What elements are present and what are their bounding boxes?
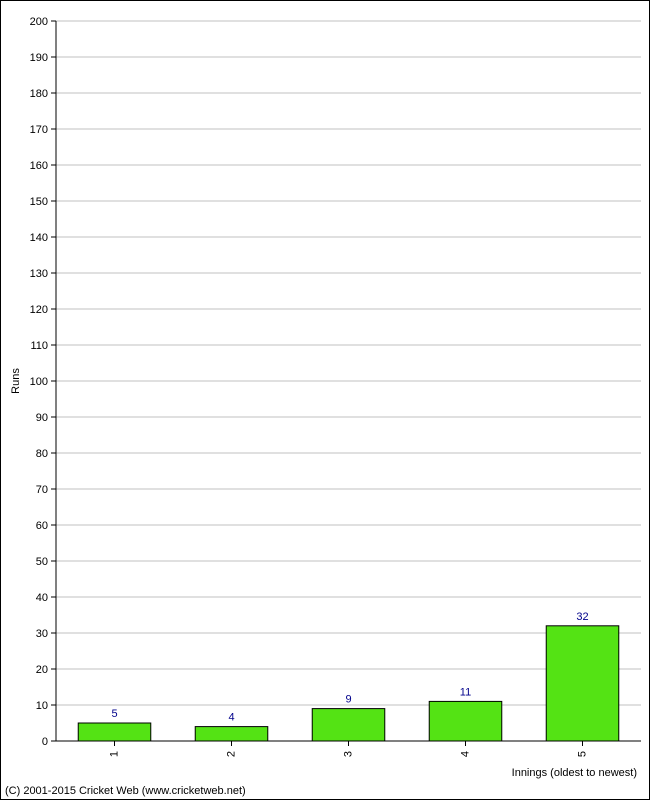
svg-text:130: 130 (30, 268, 48, 280)
svg-text:0: 0 (42, 736, 48, 748)
svg-text:30: 30 (36, 628, 48, 640)
svg-text:100: 100 (30, 376, 48, 388)
svg-text:Innings (oldest to newest): Innings (oldest to newest) (512, 767, 637, 779)
chart-frame: 0 10 20 30 40 50 60 70 80 90 100 110 120 130 140 150 160… (0, 0, 650, 800)
svg-text:4: 4 (228, 712, 234, 724)
svg-text:Runs: Runs (10, 368, 22, 394)
svg-text:140: 140 (30, 232, 48, 244)
svg-text:4: 4 (460, 751, 472, 757)
svg-text:190: 190 (30, 52, 48, 64)
svg-text:10: 10 (36, 700, 48, 712)
svg-text:80: 80 (36, 448, 48, 460)
copyright-text: (C) 2001-2015 Cricket Web (www.cricketwe… (5, 785, 246, 797)
svg-text:1: 1 (109, 751, 121, 757)
svg-text:150: 150 (30, 196, 48, 208)
svg-text:3: 3 (343, 751, 355, 757)
svg-text:160: 160 (30, 160, 48, 172)
svg-text:170: 170 (30, 124, 48, 136)
svg-text:50: 50 (36, 556, 48, 568)
svg-text:70: 70 (36, 484, 48, 496)
svg-text:32: 32 (576, 611, 588, 623)
svg-text:90: 90 (36, 412, 48, 424)
svg-text:5: 5 (577, 751, 589, 757)
svg-text:9: 9 (345, 694, 351, 706)
svg-text:20: 20 (36, 664, 48, 676)
runs-bar-chart: 0 10 20 30 40 50 60 70 80 90 100 110 120 130 140 150 160… (1, 1, 650, 801)
svg-text:11: 11 (460, 686, 471, 698)
svg-text:200: 200 (30, 16, 48, 28)
svg-text:2: 2 (226, 751, 238, 757)
svg-text:5: 5 (111, 708, 117, 720)
svg-text:60: 60 (36, 520, 48, 532)
svg-text:110: 110 (30, 340, 48, 352)
svg-text:40: 40 (36, 592, 48, 604)
svg-text:120: 120 (30, 304, 48, 316)
svg-text:180: 180 (30, 88, 48, 100)
